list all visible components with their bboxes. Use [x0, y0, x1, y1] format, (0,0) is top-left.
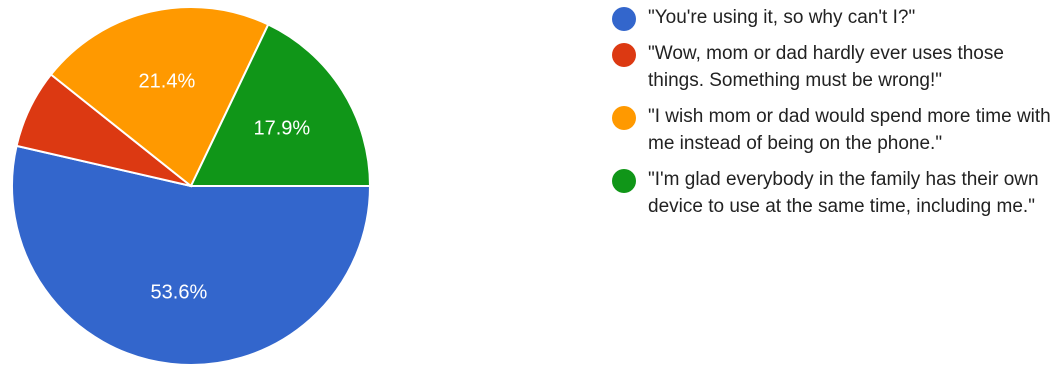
legend-item-1: "You're using it, so why can't I?"	[612, 4, 1052, 31]
pie-slice-label-1: 53.6%	[151, 282, 208, 304]
legend-label-2: "Wow, mom or dad hardly ever uses those …	[648, 43, 1004, 91]
legend-swatch-2	[612, 43, 636, 67]
pie-slice-label-4: 17.9%	[254, 118, 311, 140]
legend-swatch-4	[612, 169, 636, 193]
pie-chart: 53.6% 21.4% 17.9%	[11, 6, 372, 365]
pie-slice-label-3: 21.4%	[139, 70, 196, 92]
legend-item-2: "Wow, mom or dad hardly ever uses those …	[612, 40, 1052, 94]
legend-item-4: "I'm glad everybody in the family has th…	[612, 166, 1052, 220]
legend-item-3: "I wish mom or dad would spend more time…	[612, 103, 1052, 157]
pie-slice-4[interactable]	[189, 23, 372, 187]
legend-swatch-3	[612, 106, 636, 130]
chart-legend: "You're using it, so why can't I?" "Wow, …	[612, 4, 1052, 229]
legend-swatch-1	[612, 7, 636, 31]
pie-labels: 53.6% 21.4% 17.9%	[139, 70, 311, 303]
legend-label-1: "You're using it, so why can't I?"	[648, 7, 916, 28]
legend-label-3: "I wish mom or dad would spend more time…	[648, 106, 1051, 154]
legend-label-4: "I'm glad everybody in the family has th…	[648, 169, 1039, 217]
pie-slice-3[interactable]	[49, 6, 270, 188]
pie-slices	[11, 6, 372, 365]
pie-slice-1[interactable]	[11, 144, 372, 365]
